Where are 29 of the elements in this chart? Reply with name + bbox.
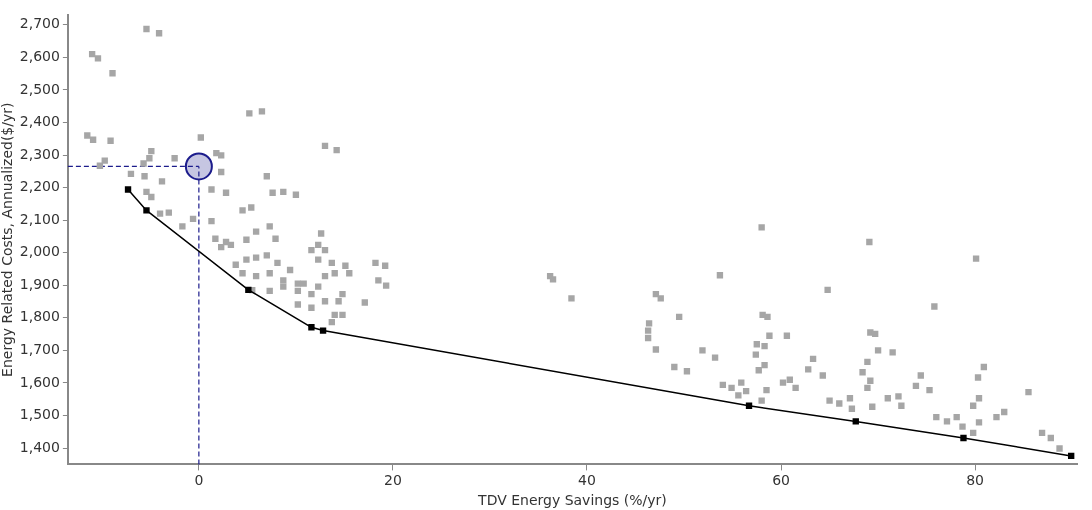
y-tick-label: 1,600 — [19, 373, 60, 390]
y-tick-label: 1,700 — [19, 341, 60, 358]
y-tick-label: 1,400 — [19, 438, 60, 455]
y-tick-label: 2,500 — [19, 80, 60, 97]
x-tick-label: 80 — [966, 472, 985, 489]
point — [852, 418, 859, 425]
point — [308, 324, 315, 331]
point — [319, 327, 327, 334]
y-tick-label: 1,800 — [19, 308, 60, 325]
point — [143, 207, 150, 214]
y-tick-label: 1,900 — [19, 275, 60, 292]
y-tick-label: 1,500 — [19, 406, 60, 423]
point — [960, 434, 967, 442]
y-tick-label: 2,000 — [19, 243, 60, 260]
y-tick-label: 2,100 — [19, 210, 60, 227]
x-axis-title: TDV Energy Savings (%/yr) — [477, 492, 667, 509]
y-tick-label: 2,700 — [19, 15, 60, 32]
y-tick-label: 2,300 — [19, 145, 60, 162]
y-tick-label: 2,600 — [19, 47, 60, 64]
x-tick-label: 0 — [194, 472, 204, 489]
x-tick-label: 60 — [772, 472, 790, 489]
x-tick-label: 20 — [384, 472, 402, 489]
y-tick-label: 2,400 — [19, 113, 60, 130]
point — [245, 286, 252, 294]
y-axis-title: Energy Related Costs, Annualized($/yr) — [0, 102, 16, 377]
y-tick-label: 2,200 — [19, 178, 60, 195]
point — [124, 186, 132, 193]
point — [184, 152, 213, 181]
x-tick-label: 40 — [578, 472, 596, 489]
